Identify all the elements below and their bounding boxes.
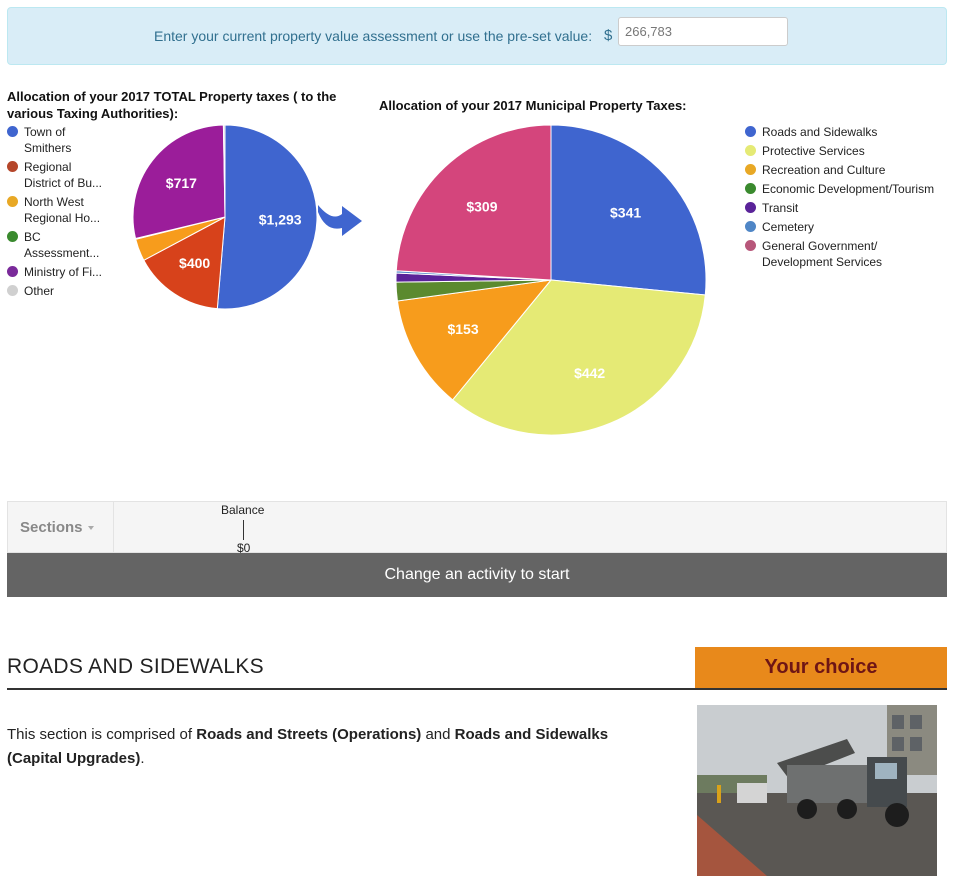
legend-item-regional-district[interactable]: Regional District of Bu... (7, 159, 117, 191)
legend-item-protective[interactable]: Protective Services (745, 143, 950, 159)
legend-dot (745, 145, 756, 156)
legend-dot (745, 202, 756, 213)
desc-bold-operations: Roads and Streets (Operations) (196, 726, 422, 743)
total-taxes-chart-title: Allocation of your 2017 TOTAL Property t… (7, 89, 337, 121)
your-choice-header: Your choice (695, 647, 947, 688)
pie-data-label: $717 (166, 175, 197, 191)
start-message-bar: Change an activity to start (7, 553, 947, 597)
legend-item-ministry[interactable]: Ministry of Fi... (7, 264, 117, 280)
pie-data-label: $1,293 (259, 211, 302, 227)
pie-slice[interactable] (396, 279, 553, 401)
pie-data-label: $442 (574, 365, 605, 381)
section-divider (7, 688, 947, 690)
roadwork-photo (697, 705, 937, 876)
legend-label: Other (24, 284, 55, 298)
caret-down-icon (87, 526, 94, 531)
legend-label: Ministry of Fi... (24, 265, 103, 279)
legend-dot (7, 161, 18, 172)
municipal-taxes-legend: Roads and Sidewalks Protective Services … (745, 124, 950, 274)
legend-item-transit[interactable]: Transit (745, 200, 950, 216)
legend-label: Regional District of Bu... (24, 160, 103, 190)
legend-item-bc-assessment[interactable]: BC Assessment... (7, 229, 117, 261)
balance-value: $0 (237, 541, 251, 555)
total-taxes-legend: Town of Smithers Regional District of Bu… (7, 124, 117, 304)
legend-dot (745, 126, 756, 137)
municipal-taxes-chart-title: Allocation of your 2017 Municipal Proper… (379, 98, 687, 113)
legend-label: Transit (762, 201, 799, 215)
total-taxes-pie: $1,293 $400 $717 (132, 124, 318, 310)
section-title: ROADS AND SIDEWALKS (7, 655, 264, 678)
legend-item-recreation[interactable]: Recreation and Culture (745, 162, 950, 178)
desc-text: and (421, 726, 455, 743)
pie-slice[interactable] (550, 124, 707, 296)
pie-slice[interactable] (143, 216, 226, 310)
legend-dot (7, 285, 18, 296)
pie-slice[interactable] (395, 124, 552, 281)
desc-text: This section is comprised of (7, 726, 197, 743)
legend-dot (7, 231, 18, 242)
legend-item-other[interactable]: Other (7, 283, 117, 299)
charts-canvas: $1,293 $400 $717 $341 $442 $153 $309 (132, 124, 707, 436)
legend-label: North West Regional Ho... (24, 195, 101, 225)
pie-data-label: $153 (447, 321, 478, 337)
arrow-icon (318, 205, 362, 236)
assessment-panel: Enter your current property value assess… (7, 7, 947, 65)
legend-dot (7, 196, 18, 207)
legend-dot (745, 183, 756, 194)
legend-item-economic[interactable]: Economic Development/Tourism (745, 181, 950, 197)
legend-dot (745, 164, 756, 175)
pie-slice[interactable] (451, 279, 706, 436)
legend-dot (7, 126, 18, 137)
pie-data-label: $400 (179, 255, 210, 271)
sections-button-label: Sections (20, 519, 83, 536)
assessment-label: Enter your current property value assess… (154, 28, 593, 44)
legend-item-general-government[interactable]: General Government/ Development Services (745, 238, 950, 270)
pie-data-label: $341 (610, 204, 641, 220)
legend-label: General Government/ Development Services (762, 239, 883, 269)
municipal-taxes-pie: $341 $442 $153 $309 (395, 124, 707, 436)
legend-dot (745, 221, 756, 232)
legend-label: Recreation and Culture (762, 163, 886, 177)
legend-dot (745, 240, 756, 251)
legend-dot (7, 266, 18, 277)
pie-slice[interactable] (132, 124, 226, 240)
section-description: This section is comprised of Roads and S… (7, 723, 667, 771)
currency-symbol: $ (604, 27, 613, 44)
balance-label: Balance (221, 503, 265, 517)
legend-label: Roads and Sidewalks (762, 125, 878, 139)
legend-item-cemetery[interactable]: Cemetery (745, 219, 950, 235)
property-value-input[interactable] (618, 17, 788, 46)
legend-item-town[interactable]: Town of Smithers (7, 124, 117, 156)
legend-label: Town of Smithers (24, 125, 72, 155)
pie-data-label: $309 (466, 199, 497, 215)
desc-bold-capital: Roads and Sidewalks (Capital Upgrades) (7, 726, 609, 767)
legend-item-hospital[interactable]: North West Regional Ho... (7, 194, 117, 226)
pie-slice[interactable] (216, 124, 318, 310)
sections-dropdown-button[interactable]: Sections (8, 502, 114, 553)
legend-label: Economic Development/Tourism (762, 182, 935, 196)
legend-label: Protective Services (762, 144, 865, 158)
legend-item-roads[interactable]: Roads and Sidewalks (745, 124, 950, 140)
legend-label: BC Assessment... (24, 230, 100, 260)
sections-toolbar: Sections (7, 501, 947, 553)
legend-label: Cemetery (762, 220, 815, 234)
pie-slice[interactable] (222, 124, 226, 218)
balance-indicator-line (243, 520, 244, 540)
desc-text: . (140, 750, 145, 767)
